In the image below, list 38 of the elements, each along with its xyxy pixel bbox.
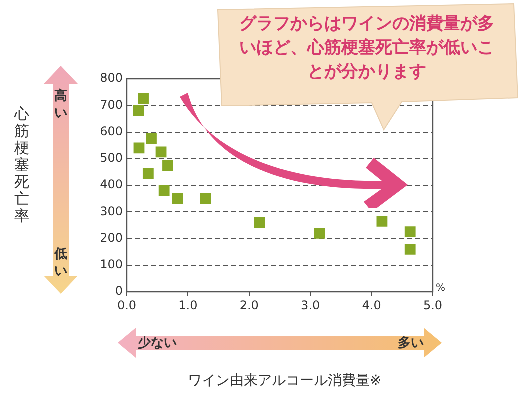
point bbox=[146, 133, 157, 144]
y-tick-label: 700 bbox=[100, 98, 123, 112]
y-tick-label: 800 bbox=[100, 71, 123, 86]
x-tick-label: 2.0 bbox=[240, 298, 259, 312]
point bbox=[200, 193, 212, 204]
point bbox=[138, 94, 149, 104]
point bbox=[404, 244, 416, 255]
text: 高い bbox=[54, 88, 68, 122]
annotation: グラフからはワインの消費量が多いほど、心筋梗塞死亡率が低いことが分かります bbox=[238, 13, 496, 84]
text: 少ない bbox=[138, 335, 177, 352]
point bbox=[314, 228, 326, 239]
point bbox=[254, 217, 266, 228]
y-tick-label: 100 bbox=[100, 258, 123, 272]
x-tick-label: 0.0 bbox=[117, 298, 137, 312]
point bbox=[156, 146, 167, 158]
y-tick-label: 0 bbox=[115, 284, 123, 298]
y-tick-label: 500 bbox=[100, 151, 123, 165]
x-tick-label: 4.0 bbox=[362, 298, 382, 312]
x-tick-label: 5.0 bbox=[423, 298, 443, 312]
point bbox=[158, 185, 170, 196]
y-axis-title: 心筋梗塞死亡率 bbox=[14, 105, 30, 225]
x-axis-title: ワイン由来アルコール消費量※ bbox=[187, 372, 383, 390]
y-tick-label: 600 bbox=[100, 124, 123, 138]
x-tick-label: 3.0 bbox=[301, 298, 320, 312]
point bbox=[404, 226, 416, 238]
text: 多い bbox=[398, 335, 424, 352]
point bbox=[133, 106, 144, 116]
point bbox=[376, 216, 388, 227]
y-tick-label: 300 bbox=[100, 204, 123, 218]
point bbox=[142, 168, 154, 179]
point bbox=[162, 160, 174, 171]
text: % bbox=[436, 283, 446, 294]
point bbox=[172, 193, 184, 204]
y-tick-label: 200 bbox=[100, 230, 123, 245]
point bbox=[134, 142, 145, 154]
x-tick-label: 1.0 bbox=[178, 298, 198, 312]
text: 低い bbox=[53, 246, 68, 280]
y-tick-label: 400 bbox=[100, 178, 123, 192]
